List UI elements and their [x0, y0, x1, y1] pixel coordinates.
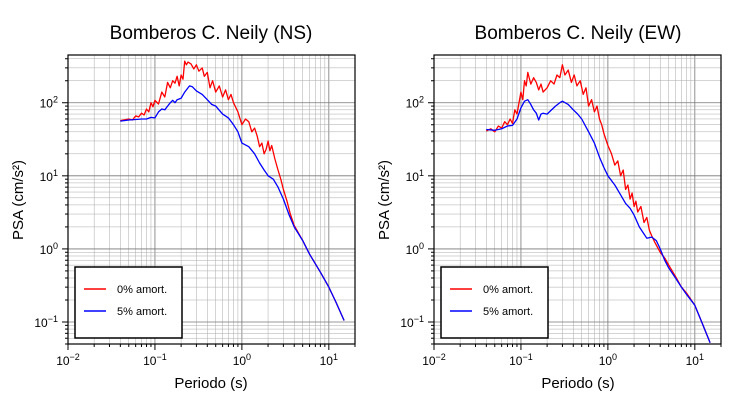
x-tick-label: 10−1 [143, 352, 167, 368]
y-axis-label: PSA (cm/s²) [376, 160, 393, 240]
y-tick-label: 100 [406, 241, 424, 257]
axis-ticks: 10−2 10−1 100 101 10−1 100 101 102 [400, 58, 722, 368]
legend: 0% amort. 5% amort. [440, 266, 549, 339]
y-tick-label: 101 [406, 168, 424, 184]
axis-ticks: 10−2 10−1 100 101 10−1 100 101 102 [34, 58, 356, 368]
legend-label: 5% amort. [483, 306, 533, 318]
legend: 0% amort. 5% amort. [74, 266, 183, 339]
x-axis-label: Periodo (s) [174, 375, 247, 392]
series-lines [486, 64, 711, 344]
x-tick-label: 100 [599, 352, 617, 368]
x-tick-label: 100 [233, 352, 251, 368]
plot-frame [433, 54, 722, 345]
legend-label: 0% amort. [483, 284, 533, 296]
chart-title: Bomberos C. Neily (EW) [475, 23, 682, 44]
legend-label: 0% amort. [117, 284, 167, 296]
x-tick-label: 101 [686, 352, 704, 368]
y-tick-label: 102 [40, 95, 58, 111]
legend-label: 5% amort. [117, 306, 167, 318]
legend-box [74, 266, 183, 339]
series-lines [120, 60, 345, 321]
grid [67, 55, 356, 345]
x-axis-label: Periodo (s) [541, 375, 614, 392]
chart-panel-ns: Bomberos C. Neily (NS) 10−2 10−1 100 10110−… [10, 23, 356, 392]
y-tick-label: 101 [40, 168, 58, 184]
y-tick-label: 10−1 [34, 314, 58, 330]
y-tick-label: 10−1 [400, 314, 424, 330]
series-line-0 [486, 64, 711, 344]
x-tick-label: 101 [320, 352, 338, 368]
grid [433, 55, 722, 345]
legend-box [440, 266, 549, 339]
y-tick-label: 102 [406, 95, 424, 111]
x-tick-label: 10−1 [509, 352, 533, 368]
series-line-0 [120, 60, 345, 321]
series-line-1 [486, 99, 711, 344]
chart-panel-ew: Bomberos C. Neily (EW) 10−2 10−1 100 10110−… [376, 23, 722, 392]
chart-title: Bomberos C. Neily (NS) [110, 23, 313, 44]
series-line-1 [120, 85, 345, 321]
plot-frame [67, 54, 356, 345]
y-tick-label: 100 [40, 241, 58, 257]
y-axis-label: PSA (cm/s²) [10, 160, 27, 240]
x-tick-label: 10−2 [422, 352, 446, 368]
x-tick-label: 10−2 [56, 352, 80, 368]
